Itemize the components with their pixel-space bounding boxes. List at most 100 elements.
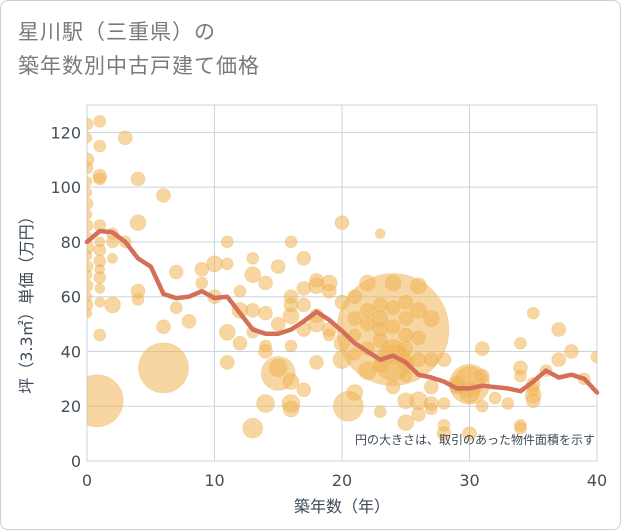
x-axis-label: 築年数（年） xyxy=(294,497,390,516)
data-bubble xyxy=(359,274,376,292)
data-bubble xyxy=(93,115,107,128)
y-tick-label: 40 xyxy=(61,342,81,361)
data-bubble xyxy=(347,311,363,326)
data-bubble xyxy=(347,289,363,304)
data-bubble xyxy=(242,417,264,439)
data-bubble xyxy=(130,171,146,187)
data-bubble xyxy=(398,294,414,310)
data-bubble xyxy=(87,307,93,319)
data-bubble xyxy=(87,269,93,281)
data-bubble xyxy=(93,139,107,153)
data-bubble xyxy=(87,187,93,198)
data-bubble xyxy=(218,323,236,341)
data-bubble xyxy=(514,369,527,383)
data-bubble xyxy=(501,397,515,410)
data-bubble xyxy=(169,301,183,314)
data-bubble xyxy=(397,414,415,431)
data-bubble xyxy=(106,235,119,249)
data-bubble xyxy=(244,266,262,284)
data-bubble xyxy=(590,350,597,364)
data-bubble xyxy=(87,240,95,255)
data-bubble xyxy=(282,400,300,418)
data-bubble xyxy=(245,303,261,318)
data-bubble xyxy=(94,283,106,294)
data-bubble xyxy=(87,219,94,232)
data-bubble xyxy=(475,399,489,413)
data-bubble xyxy=(87,197,94,210)
data-bubble xyxy=(410,277,427,295)
data-bubble xyxy=(424,402,438,416)
data-bubble xyxy=(87,260,94,273)
y-tick-label: 20 xyxy=(61,397,81,416)
data-bubble xyxy=(131,293,145,306)
y-tick-label: 0 xyxy=(71,452,81,471)
data-bubble xyxy=(436,352,452,367)
data-bubble xyxy=(410,302,427,319)
data-bubble xyxy=(398,327,414,343)
data-bubble xyxy=(423,352,439,367)
data-bubble xyxy=(219,355,235,370)
data-bubble xyxy=(94,264,106,275)
trend-line-layer xyxy=(84,228,600,395)
data-bubble xyxy=(168,264,184,280)
data-bubble xyxy=(296,251,312,266)
data-bubble xyxy=(346,384,364,401)
data-bubble xyxy=(423,379,439,395)
data-bubble xyxy=(233,284,247,298)
x-tick-label: 10 xyxy=(204,471,224,490)
data-bubble xyxy=(87,298,94,312)
x-tick-label: 20 xyxy=(332,471,352,490)
data-bubble xyxy=(332,350,352,369)
data-bubble xyxy=(551,352,567,367)
x-tick-label: 30 xyxy=(459,471,479,490)
data-bubble xyxy=(372,297,388,313)
data-bubble xyxy=(94,236,106,248)
data-bubble xyxy=(87,161,94,175)
data-bubble xyxy=(194,262,210,277)
data-bubble xyxy=(270,316,286,332)
data-bubble xyxy=(372,333,388,348)
y-tick-label: 100 xyxy=(50,178,81,197)
data-bubble xyxy=(411,330,426,346)
data-bubble xyxy=(284,235,298,249)
data-bubble xyxy=(526,306,540,320)
data-bubble xyxy=(220,235,234,249)
data-bubble xyxy=(195,276,209,290)
x-tick-label: 0 xyxy=(82,471,92,490)
data-bubble xyxy=(268,358,288,378)
bubble-size-note: 円の大きさは、取引のあった物件面積を示す xyxy=(355,432,595,447)
data-bubble xyxy=(282,373,300,390)
data-bubble xyxy=(348,347,362,361)
data-bubble xyxy=(385,379,401,395)
data-bubble xyxy=(564,344,579,359)
data-bubble xyxy=(87,117,94,131)
data-bubble xyxy=(322,328,336,342)
data-bubble xyxy=(437,419,451,432)
data-bubble xyxy=(93,172,107,186)
average-price-line xyxy=(84,228,600,395)
data-bubble xyxy=(87,250,93,261)
data-bubble xyxy=(87,176,93,187)
data-bubble xyxy=(87,209,93,220)
data-bubble xyxy=(514,336,527,350)
data-bubble xyxy=(360,303,375,318)
data-bubble xyxy=(284,339,298,353)
data-bubble xyxy=(296,382,312,398)
data-bubble xyxy=(117,130,133,146)
data-bubble xyxy=(321,283,337,299)
data-bubble xyxy=(283,297,299,313)
data-bubble xyxy=(256,394,275,413)
y-tick-label: 80 xyxy=(61,233,81,252)
data-bubble xyxy=(232,335,248,351)
data-bubble xyxy=(246,252,260,265)
data-bubble xyxy=(181,314,197,329)
data-bubble xyxy=(309,272,324,288)
data-bubble xyxy=(87,279,94,293)
data-bubble xyxy=(334,294,350,310)
data-bubble xyxy=(270,259,286,274)
data-bubble xyxy=(360,316,375,332)
data-bubble xyxy=(220,257,234,271)
data-bubble xyxy=(87,132,93,144)
data-bubble xyxy=(87,374,124,428)
data-bubble xyxy=(333,334,351,352)
